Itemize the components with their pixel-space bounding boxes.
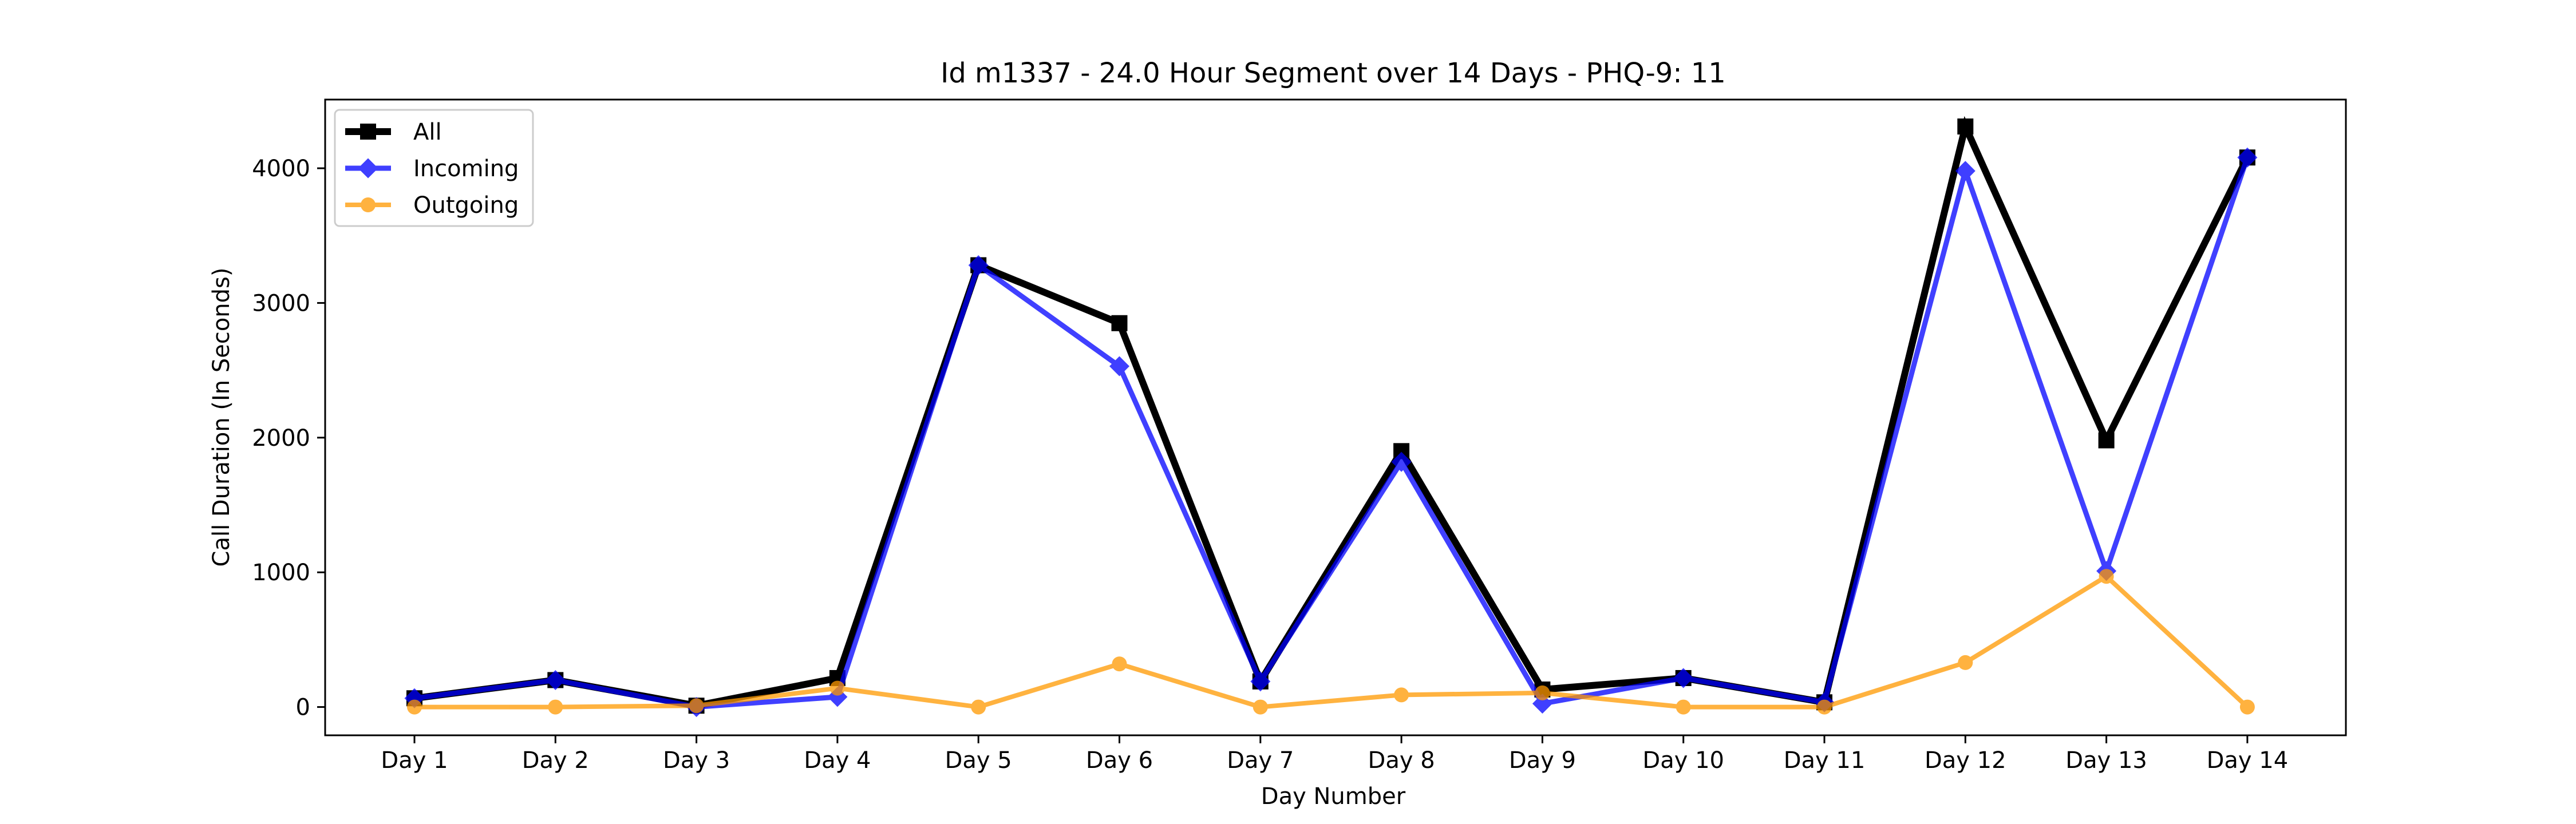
x-axis-label: Day Number bbox=[1261, 783, 1406, 810]
x-tick-label: Day 5 bbox=[945, 747, 1012, 774]
data-point bbox=[1817, 699, 1832, 715]
y-tick-label: 1000 bbox=[252, 560, 310, 586]
legend-box bbox=[334, 109, 534, 227]
legend-label: Outgoing bbox=[413, 192, 519, 219]
data-point bbox=[548, 699, 563, 715]
x-tick-label: Day 6 bbox=[1086, 747, 1153, 774]
data-point bbox=[545, 670, 566, 690]
data-point bbox=[2237, 147, 2258, 168]
legend: All Incoming Outgoing bbox=[334, 109, 534, 227]
data-point bbox=[971, 699, 986, 715]
x-tick-label: Day 9 bbox=[1509, 747, 1576, 774]
data-point bbox=[1391, 451, 1412, 472]
legend-marker bbox=[361, 197, 376, 212]
x-tick-label: Day 12 bbox=[1925, 747, 2006, 774]
legend-entry bbox=[345, 124, 391, 140]
data-point bbox=[2098, 432, 2115, 449]
data-point bbox=[968, 255, 989, 276]
data-point bbox=[2239, 699, 2255, 715]
x-tick-label: Day 8 bbox=[1368, 747, 1435, 774]
data-point bbox=[829, 680, 845, 696]
x-tick-label: Day 3 bbox=[663, 747, 730, 774]
data-point bbox=[1394, 687, 1409, 703]
legend-label: Incoming bbox=[413, 156, 519, 182]
y-tick-label: 2000 bbox=[252, 425, 310, 451]
legend-entry bbox=[345, 158, 391, 179]
series-line bbox=[414, 573, 2249, 710]
series-line bbox=[414, 156, 2250, 710]
x-axis: Day 1 Day 2 Day 3 Day 4 Day 5 Day 6 Day 7 Day 8… bbox=[381, 735, 2288, 774]
legend-entry bbox=[345, 197, 391, 212]
x-tick-label: Day 11 bbox=[1784, 747, 1866, 774]
x-tick-label: Day 4 bbox=[804, 747, 871, 774]
x-tick-label: Day 2 bbox=[522, 747, 589, 774]
series-layer bbox=[404, 116, 2258, 718]
data-point bbox=[407, 699, 422, 715]
data-point bbox=[1676, 699, 1691, 715]
y-tick-label: 4000 bbox=[252, 156, 310, 182]
data-point bbox=[1532, 694, 1552, 714]
legend-label: All bbox=[413, 119, 442, 145]
data-point bbox=[1955, 161, 1976, 181]
chart-title: Id m1337 - 24.0 Hour Segment over 14 Day… bbox=[941, 57, 1726, 89]
x-tick-label: Day 13 bbox=[2065, 747, 2147, 774]
plot-area bbox=[324, 98, 2347, 736]
series-outgoing bbox=[407, 569, 2255, 715]
data-point bbox=[1109, 356, 1129, 377]
data-point bbox=[1958, 655, 1973, 670]
y-tick-label: 3000 bbox=[252, 290, 310, 316]
y-tick-label: 0 bbox=[296, 695, 310, 721]
legend-marker bbox=[360, 124, 376, 140]
x-tick-label: Day 14 bbox=[2207, 747, 2289, 774]
x-tick-label: Day 1 bbox=[381, 747, 448, 774]
data-point bbox=[689, 698, 704, 714]
legend-marker bbox=[358, 158, 378, 179]
data-point bbox=[1253, 699, 1268, 715]
data-point bbox=[1957, 118, 1974, 135]
data-point bbox=[1673, 668, 1694, 688]
y-axis: 0 1000 2000 3000 4000 bbox=[252, 156, 325, 721]
data-point bbox=[2099, 569, 2114, 584]
x-tick-label: Day 7 bbox=[1227, 747, 1294, 774]
data-point bbox=[1111, 315, 1128, 331]
x-tick-label: Day 10 bbox=[1642, 747, 1724, 774]
y-axis-label: Call Duration (In Seconds) bbox=[208, 268, 235, 567]
data-point bbox=[1112, 656, 1127, 672]
data-point bbox=[1535, 685, 1550, 700]
data-point bbox=[1250, 671, 1271, 692]
